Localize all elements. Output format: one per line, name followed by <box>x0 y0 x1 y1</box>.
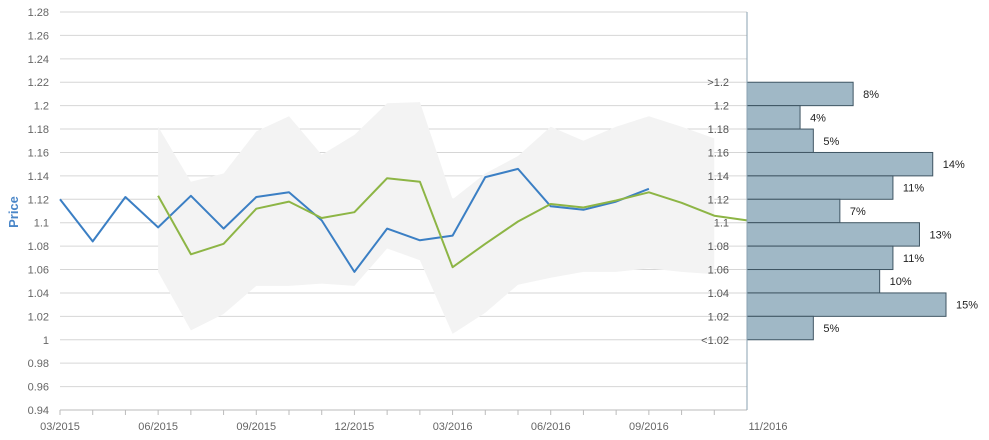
y-tick-label: 0.96 <box>28 382 49 394</box>
histogram-bar <box>746 175 894 200</box>
x-tick-label: 09/2015 <box>236 421 276 433</box>
histogram-bar <box>746 292 947 317</box>
histogram-percent-label: 5% <box>823 136 839 148</box>
histogram-percent-label: 14% <box>943 159 965 171</box>
series-line-2 <box>157 177 748 269</box>
histogram-bar <box>746 81 854 107</box>
y-tick-label: 1.06 <box>28 265 49 277</box>
x-tick-label: 12/2015 <box>335 421 375 433</box>
histogram-percent-label: 5% <box>823 323 839 335</box>
y-tick-label: 1.24 <box>28 54 49 66</box>
x-tick-label: 09/2016 <box>629 421 669 433</box>
y-tick-label: 0.98 <box>28 358 49 370</box>
histogram-bin-label: 1.2 <box>714 101 729 113</box>
x-tick-label: 03/2016 <box>433 421 473 433</box>
y-axis-title: Price <box>6 196 21 228</box>
series-line-1 <box>59 167 650 273</box>
histogram-bin-label: >1.2 <box>707 77 729 89</box>
y-tick-label: 1 <box>43 335 49 347</box>
histogram-percent-label: 13% <box>929 229 951 241</box>
y-tick-label: 1.2 <box>34 101 49 113</box>
histogram-bin-label: 1.1 <box>714 218 729 230</box>
histogram-percent-label: 11% <box>903 183 924 195</box>
series-lines <box>59 167 748 273</box>
y-tick-label: 1.28 <box>28 7 49 19</box>
histogram: 8% >1.2 4% 1.2 5% 1.18 14% 1.16 11% 1.14 7% 1.12 13%… <box>701 77 978 347</box>
histogram-bin-label: <1.02 <box>701 335 729 347</box>
histogram-bar <box>746 315 814 341</box>
histogram-bin-label: 1.12 <box>708 194 729 206</box>
histogram-bar <box>746 151 934 177</box>
x-tick-label: 11/2016 <box>749 421 788 433</box>
histogram-bar <box>746 105 801 130</box>
x-tick-label: 03/2015 <box>40 421 80 433</box>
histogram-bin-label: 1.18 <box>708 124 729 136</box>
y-tick-label: 1.1 <box>34 218 49 230</box>
y-tick-label: 1.18 <box>28 124 49 136</box>
histogram-bar <box>746 245 894 271</box>
histogram-percent-label: 15% <box>956 300 978 312</box>
y-tick-label: 1.26 <box>28 30 49 42</box>
band-area <box>158 102 715 334</box>
y-tick-label: 1.14 <box>28 171 49 183</box>
histogram-bar <box>746 128 814 153</box>
histogram-bin-label: 1.08 <box>708 241 729 253</box>
histogram-bin-label: 1.16 <box>708 147 729 159</box>
histogram-bin-label: 1.02 <box>708 311 729 323</box>
histogram-bar <box>746 222 920 247</box>
y-tick-label: 1.02 <box>28 311 49 323</box>
x-tick-label: 06/2015 <box>138 421 178 433</box>
forecast-band <box>158 102 715 334</box>
histogram-percent-label: 11% <box>903 253 924 265</box>
y-tick-label: 1.22 <box>28 77 49 89</box>
histogram-bin-label: 1.14 <box>708 171 729 183</box>
y-tick-label: 1.04 <box>28 288 49 300</box>
x-tick-label: 06/2016 <box>531 421 571 433</box>
histogram-percent-label: 4% <box>810 112 826 124</box>
axes: 0.94 0.96 0.98 1 1.02 1.04 1.06 1.08 1.1 1.12 1.14… <box>28 7 788 433</box>
y-tick-label: 1.16 <box>28 147 49 159</box>
histogram-bar <box>746 269 881 294</box>
histogram-percent-label: 8% <box>863 89 879 101</box>
y-tick-label: 1.08 <box>28 241 49 253</box>
y-tick-label: 1.12 <box>28 194 49 206</box>
histogram-bin-label: 1.04 <box>708 288 729 300</box>
y-tick-label: 0.94 <box>28 405 49 417</box>
histogram-bar <box>746 198 841 224</box>
histogram-percent-label: 7% <box>850 206 866 218</box>
histogram-percent-label: 10% <box>890 276 912 288</box>
histogram-bin-label: 1.06 <box>708 265 729 277</box>
